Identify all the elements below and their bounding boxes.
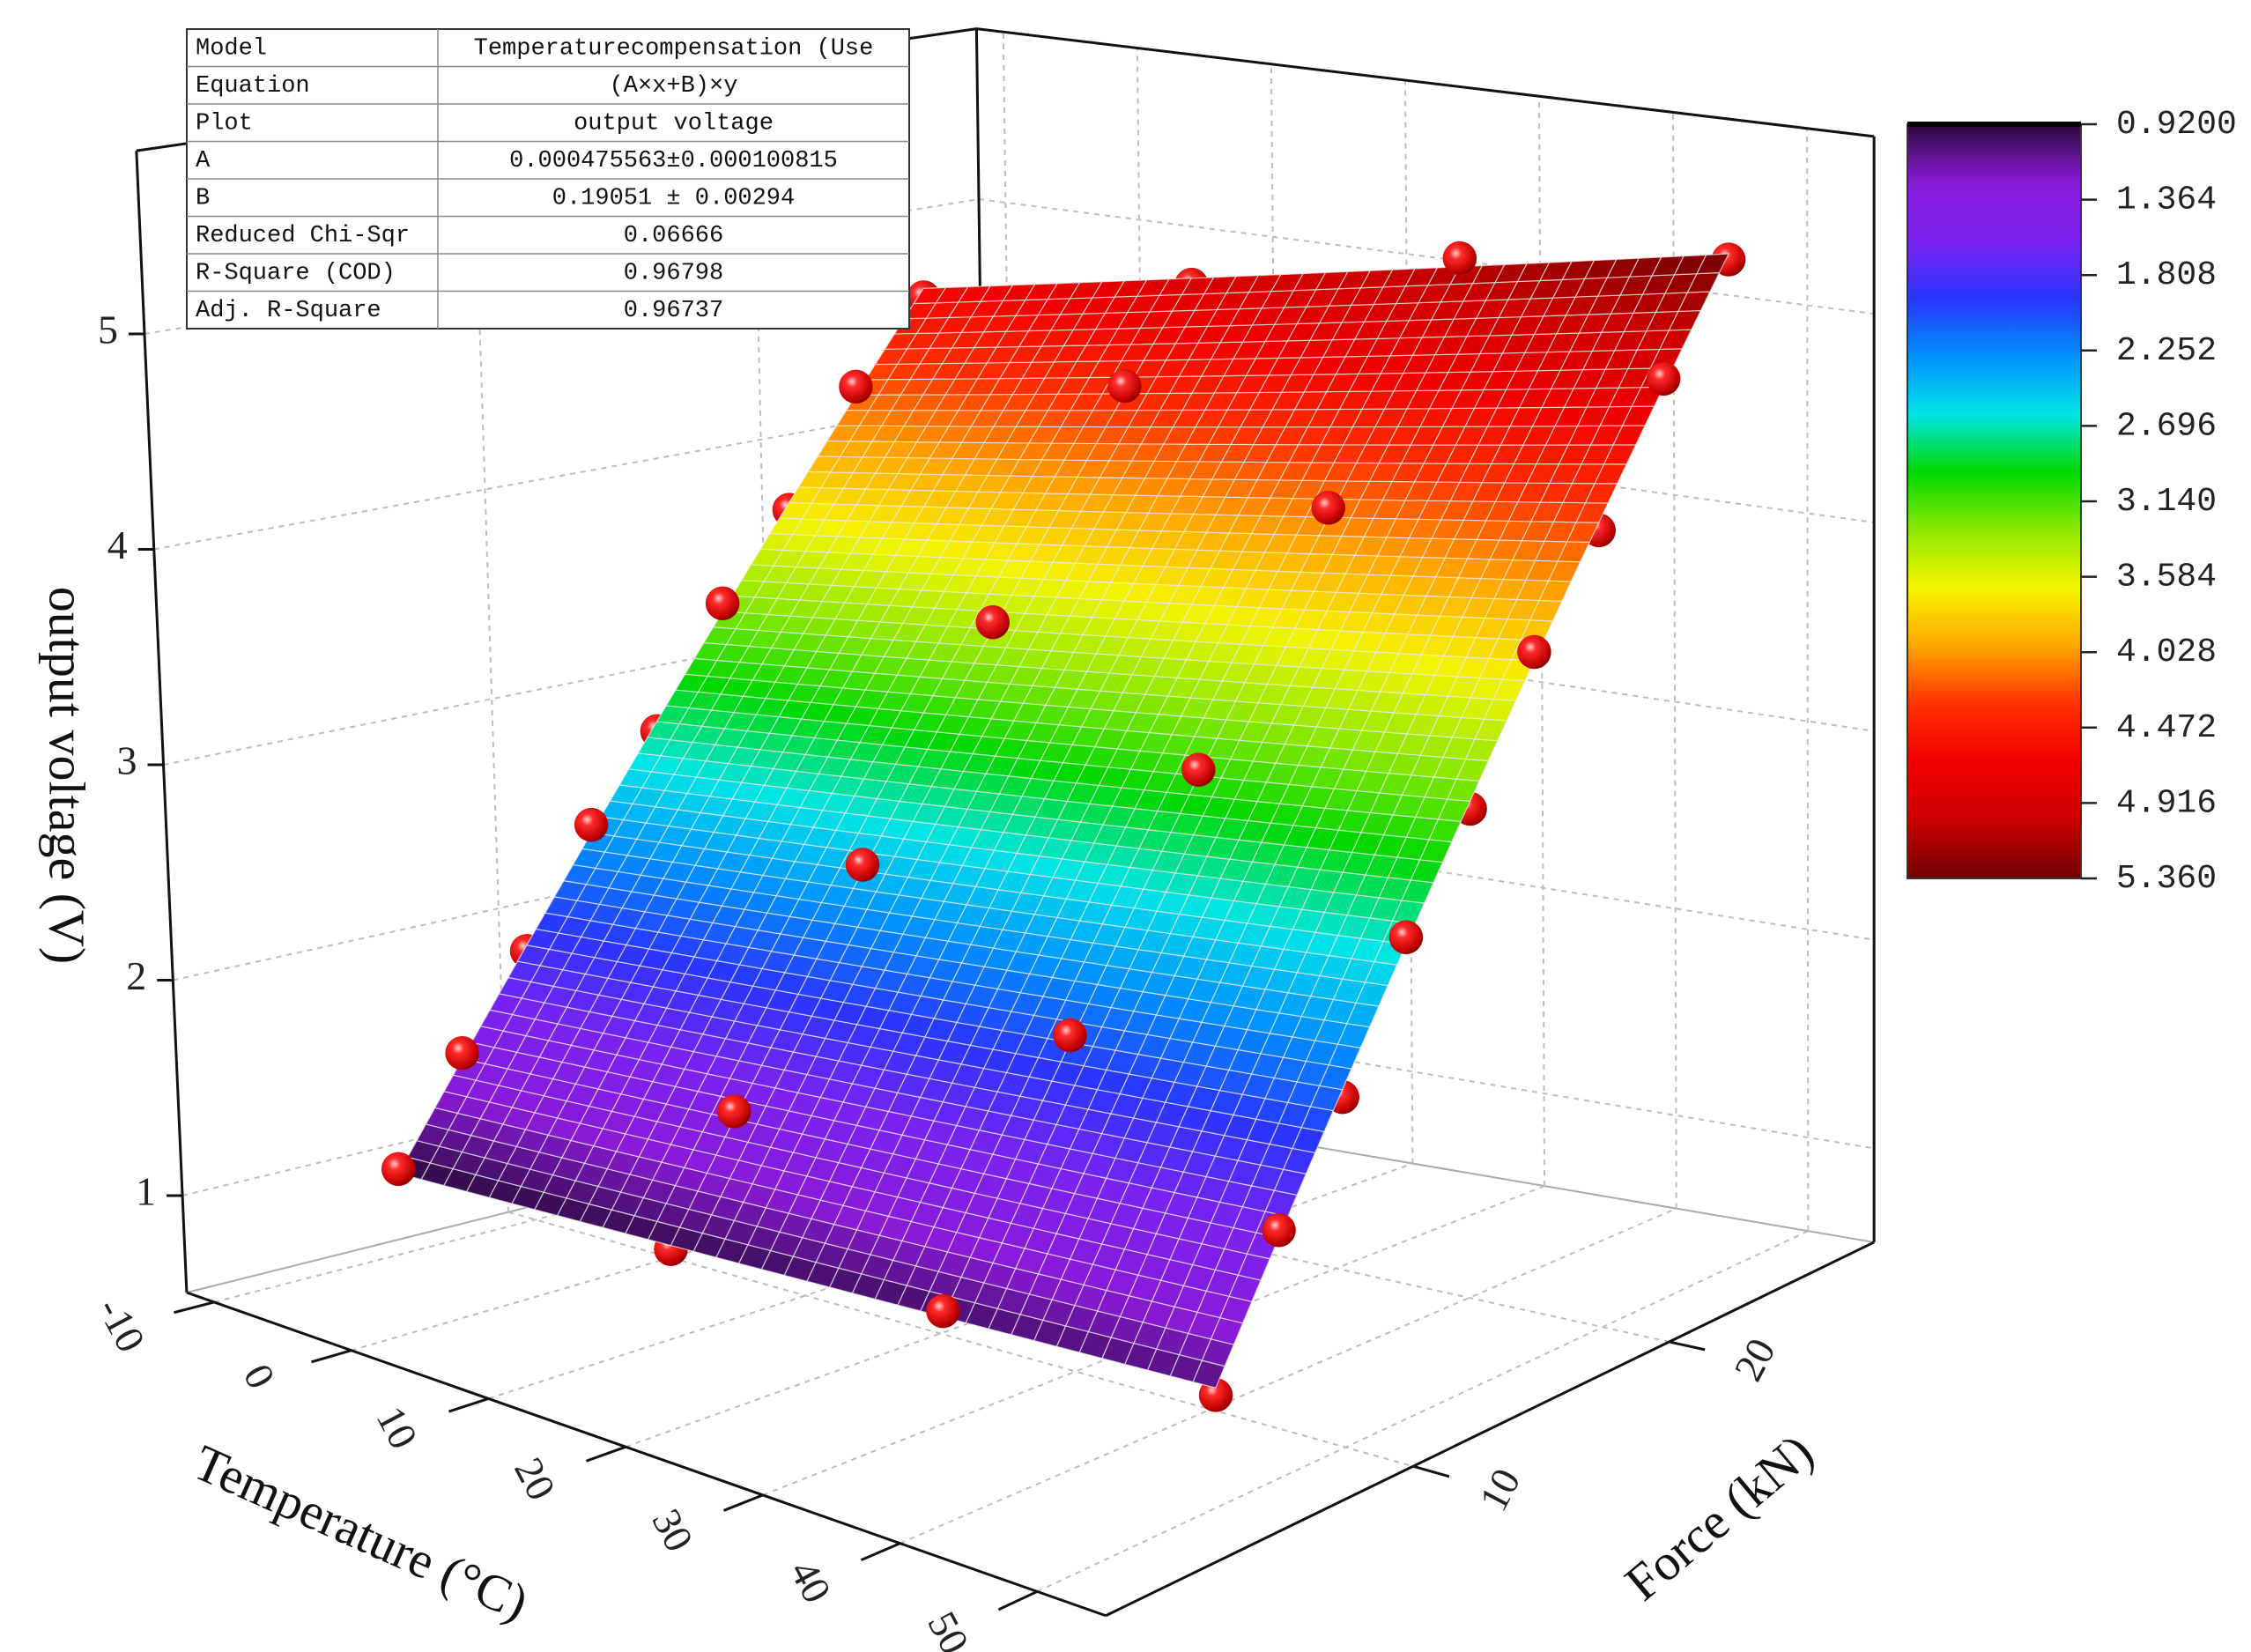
data-point: [845, 848, 880, 882]
axis-line: [186, 1291, 1107, 1618]
data-point: [1311, 491, 1346, 525]
table-cell: B: [196, 185, 210, 211]
table-cell: 0.06666: [624, 223, 723, 249]
grid-line: [625, 1162, 1413, 1448]
colorbar-tick-label: 4.472: [2116, 709, 2217, 747]
colorbar-tick-label: 5.360: [2116, 860, 2217, 898]
table-cell: 0.96737: [624, 298, 723, 324]
grid-line: [163, 599, 985, 766]
y-tick-label: 20: [1725, 1331, 1784, 1389]
table-cell: (A×x+B)×y: [610, 73, 738, 100]
data-point: [1262, 1212, 1296, 1248]
data-point: [445, 1036, 479, 1070]
data-point: [717, 1094, 752, 1129]
colorbar: [1907, 123, 2082, 879]
grid-line: [1136, 48, 1151, 1119]
z-tick-label: 1: [136, 1169, 156, 1214]
colorbar-tick-label: 1.364: [2116, 181, 2217, 219]
colorbar-tick-label: 2.696: [2116, 407, 2217, 445]
data-point: [926, 1293, 960, 1329]
z-axis-title: output voltage (V): [39, 587, 96, 964]
z-tick-label: 3: [117, 738, 137, 783]
tick-mark: [1669, 1340, 1706, 1352]
x-tick-label: 0: [235, 1357, 285, 1396]
table-cell: output voltage: [574, 110, 774, 137]
data-point: [1107, 368, 1142, 404]
table-cell: Equation: [196, 73, 310, 100]
table-cell: R-Square (COD): [196, 260, 396, 286]
colorbar-tick-label: 4.916: [2116, 784, 2217, 822]
tick-mark: [311, 1349, 352, 1364]
table-cell: 0.000475563±0.000100815: [509, 148, 838, 174]
data-point: [1442, 241, 1477, 276]
table-cell: Adj. R-Square: [196, 298, 381, 324]
grid-line: [1036, 1230, 1809, 1593]
colorbar-tick-label: 3.584: [2116, 559, 2217, 596]
table-cell: Plot: [196, 110, 253, 137]
tick-mark: [722, 1493, 764, 1512]
grid-line: [507, 1211, 1414, 1468]
table-cell: 0.19051 ± 0.00294: [552, 185, 795, 211]
tick-mark: [997, 1590, 1038, 1611]
data-point: [975, 605, 1011, 640]
z-tick-label: 5: [98, 307, 118, 352]
data-point: [1646, 361, 1681, 396]
tick-mark: [1412, 1464, 1450, 1478]
grid-line: [978, 198, 1875, 315]
tick-mark: [448, 1396, 489, 1413]
x-tick-label: 50: [919, 1604, 978, 1652]
box-edge: [976, 27, 1875, 138]
tick-mark: [174, 1300, 215, 1315]
data-point: [1517, 634, 1551, 670]
x-axis-title: Temperature (°C): [186, 1433, 537, 1632]
x-tick-label: 10: [368, 1399, 427, 1456]
x-tick-label: 30: [643, 1501, 702, 1559]
x-tick-label: -10: [89, 1291, 154, 1359]
data-point: [1181, 752, 1216, 787]
data-point: [574, 807, 609, 842]
data-point: [1053, 1018, 1087, 1053]
colorbar-tick-label: 4.028: [2116, 633, 2217, 671]
table-cell: 0.96798: [624, 260, 723, 286]
grid-line: [1538, 96, 1546, 1187]
data-point: [381, 1152, 416, 1187]
x-tick-label: 40: [781, 1553, 840, 1611]
tick-mark: [585, 1445, 626, 1463]
tick-mark: [860, 1542, 901, 1562]
axis-line: [135, 151, 189, 1293]
surface: [397, 253, 1730, 1389]
colorbar-tick-label: 3.140: [2116, 483, 2217, 521]
colorbar-tick-label: 2.252: [2116, 332, 2217, 370]
data-point: [705, 586, 740, 621]
colorbar-tick-label: 0.9200: [2116, 106, 2237, 144]
table-cell: Temperaturecompensation (Use: [474, 35, 874, 62]
y-axis-title: Force (kN): [1614, 1423, 1824, 1611]
table-cell: Model: [196, 35, 267, 62]
axis-line: [1105, 1241, 1875, 1618]
table-cell: A: [196, 148, 211, 174]
z-tick-label: 2: [126, 953, 146, 998]
y-tick-label: 10: [1470, 1461, 1529, 1518]
surface-cell: [1696, 253, 1730, 275]
grid-line: [1806, 128, 1810, 1232]
data-point: [1388, 920, 1424, 955]
grid-line: [762, 1185, 1545, 1496]
colorbar-tick-label: 1.808: [2116, 256, 2217, 294]
table-cell: Reduced Chi-Sqr: [196, 223, 410, 249]
x-tick-label: 20: [506, 1450, 565, 1508]
data-point: [839, 369, 873, 404]
z-tick-label: 4: [107, 522, 128, 567]
grid-line: [900, 1207, 1677, 1545]
